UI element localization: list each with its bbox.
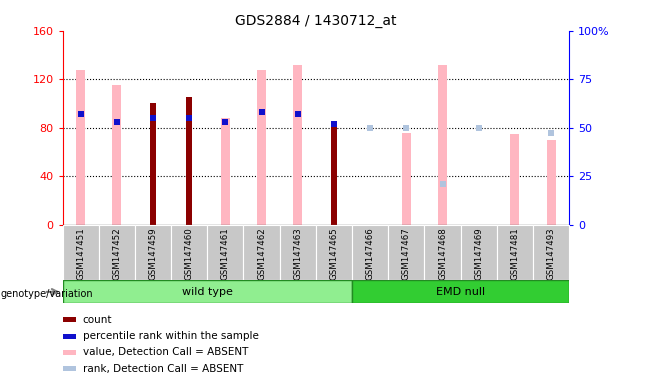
Bar (135, 225, 171, 280)
Bar (63, 317, 76, 322)
Text: GSM147459: GSM147459 (149, 227, 157, 280)
Text: GSM147468: GSM147468 (438, 227, 447, 280)
Text: GSM147462: GSM147462 (257, 227, 266, 280)
Bar (113, 85, 121, 225)
Bar (63, 350, 76, 355)
Bar (352, 280, 569, 303)
Title: GDS2884 / 1430712_at: GDS2884 / 1430712_at (235, 14, 397, 28)
Text: GSM147466: GSM147466 (366, 227, 374, 280)
Text: GSM147481: GSM147481 (511, 227, 519, 280)
Text: GSM147467: GSM147467 (402, 227, 411, 280)
Bar (150, 103, 156, 225)
Bar (547, 140, 555, 225)
Text: percentile rank within the sample: percentile rank within the sample (82, 331, 259, 341)
Text: EMD null: EMD null (436, 287, 485, 297)
Text: GSM147469: GSM147469 (474, 227, 483, 280)
Text: value, Detection Call = ABSENT: value, Detection Call = ABSENT (82, 348, 248, 358)
Bar (424, 225, 461, 280)
Bar (402, 132, 411, 225)
Text: GSM147463: GSM147463 (293, 227, 302, 280)
Bar (461, 225, 497, 280)
Bar (331, 125, 337, 225)
Bar (99, 225, 135, 280)
Bar (76, 70, 85, 225)
Bar (511, 134, 519, 225)
Bar (221, 118, 230, 225)
Bar (186, 98, 192, 225)
Bar (171, 225, 207, 280)
Bar (63, 280, 352, 303)
Bar (293, 65, 302, 225)
Bar (438, 65, 447, 225)
Bar (63, 225, 99, 280)
Bar (316, 225, 352, 280)
Text: GSM147451: GSM147451 (76, 227, 85, 280)
Text: GSM147465: GSM147465 (330, 227, 338, 280)
Text: rank, Detection Call = ABSENT: rank, Detection Call = ABSENT (82, 364, 243, 374)
Text: GSM147493: GSM147493 (547, 227, 555, 280)
Text: GSM147461: GSM147461 (221, 227, 230, 280)
Text: genotype/variation: genotype/variation (1, 289, 93, 299)
Bar (352, 225, 388, 280)
Text: wild type: wild type (182, 287, 233, 297)
Bar (388, 225, 424, 280)
Text: GSM147460: GSM147460 (185, 227, 193, 280)
Bar (63, 334, 76, 339)
Bar (243, 225, 280, 280)
Text: GSM147452: GSM147452 (113, 227, 121, 280)
Bar (497, 225, 533, 280)
Text: count: count (82, 315, 112, 325)
Bar (257, 70, 266, 225)
Bar (533, 225, 569, 280)
Bar (207, 225, 243, 280)
Bar (280, 225, 316, 280)
Bar (63, 366, 76, 371)
